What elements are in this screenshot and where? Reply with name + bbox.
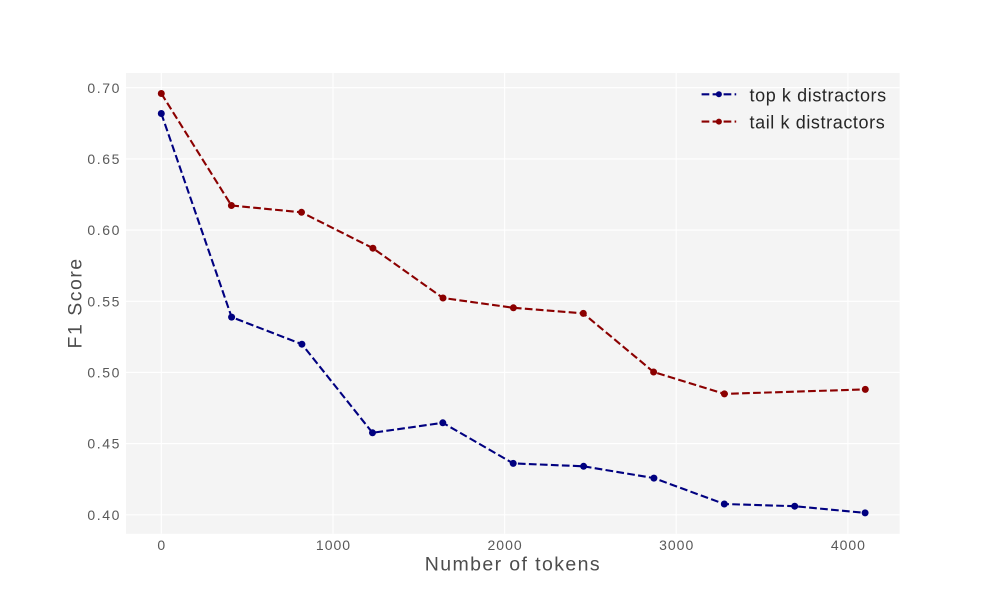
svg-text:0.65: 0.65 [87, 151, 121, 167]
svg-text:0.60: 0.60 [87, 222, 121, 238]
svg-text:0: 0 [157, 537, 166, 553]
svg-text:3000: 3000 [659, 537, 694, 553]
svg-text:4000: 4000 [831, 537, 866, 553]
svg-text:0.40: 0.40 [87, 507, 121, 523]
svg-text:top k distractors: top k distractors [750, 86, 887, 106]
svg-text:0.50: 0.50 [87, 365, 121, 381]
svg-text:0.70: 0.70 [87, 80, 121, 96]
svg-text:tail k distractors: tail k distractors [750, 112, 886, 132]
svg-text:1000: 1000 [316, 537, 351, 553]
svg-text:0.45: 0.45 [87, 436, 121, 452]
svg-text:0.55: 0.55 [87, 293, 121, 309]
svg-text:Number of tokens: Number of tokens [425, 554, 601, 576]
svg-text:F1 Score: F1 Score [64, 257, 86, 348]
svg-text:2000: 2000 [488, 537, 523, 553]
